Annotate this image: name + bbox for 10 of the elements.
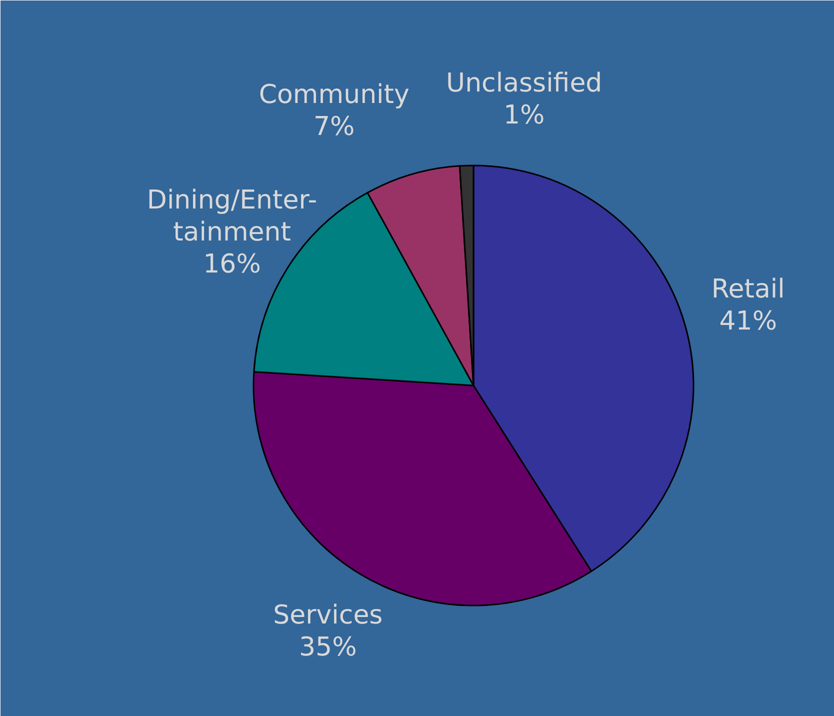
data-label: 41% — [719, 306, 778, 337]
data-label: 7% — [313, 112, 355, 142]
data-label: 35% — [299, 632, 357, 663]
slice-label: Services — [273, 600, 383, 631]
data-label: 1% — [503, 100, 545, 131]
slice-label: Retail — [711, 274, 785, 305]
data-label: 16% — [203, 249, 261, 280]
slice-label: Unclassified — [446, 68, 602, 99]
slice-label: Community — [258, 80, 410, 110]
slice-label: Dining/Enter- tainment — [146, 185, 318, 248]
